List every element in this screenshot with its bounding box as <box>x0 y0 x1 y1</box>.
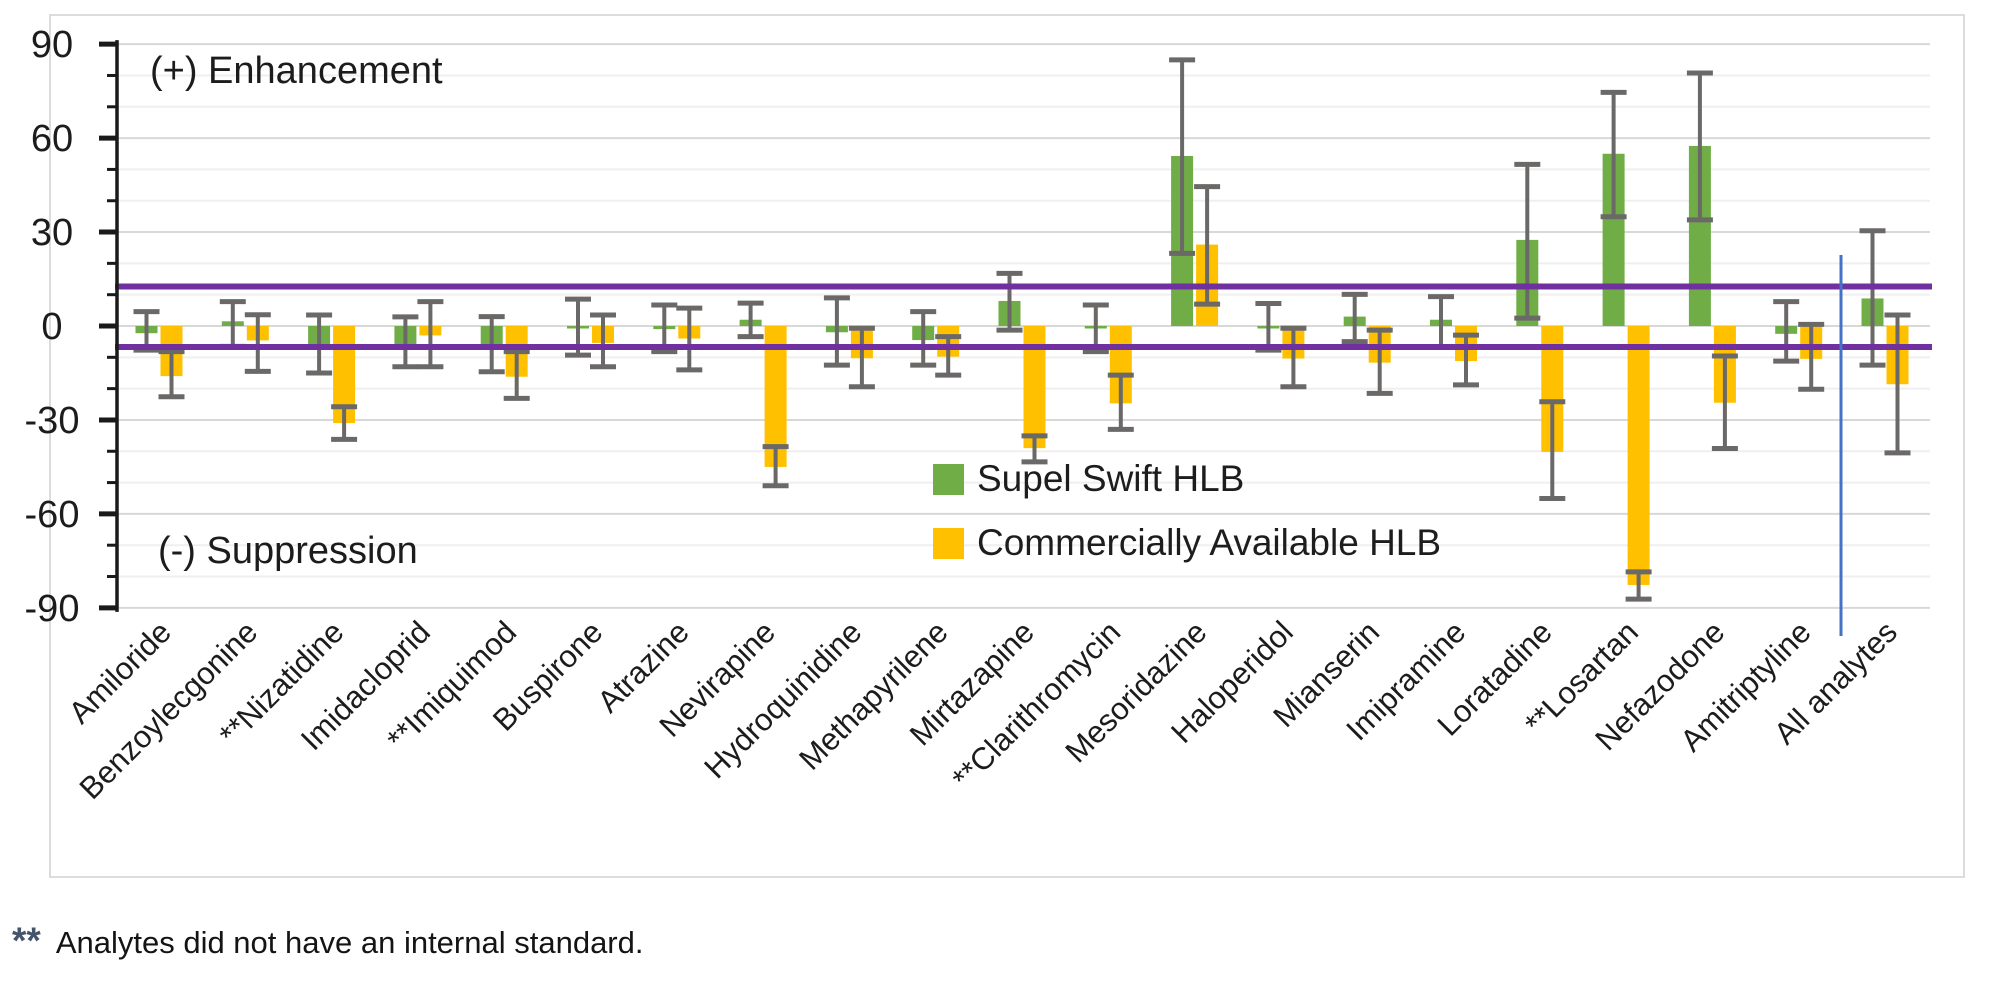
y-tick-label-90: 90 <box>31 24 73 66</box>
y-tick-label--90: -90 <box>25 588 80 630</box>
y-tick-label-0: 0 <box>41 306 62 348</box>
supel-swift-hlb-swatch-icon <box>933 463 964 495</box>
legend-item-commercially-available-hlb: Commercially Available HLB <box>933 520 1441 566</box>
footnote-text: Analytes did not have an internal standa… <box>55 925 644 960</box>
suppression-annotation: (-) Suppression <box>158 530 418 572</box>
bar-commercially-available-hlb-losartan <box>1627 326 1650 585</box>
bar-chart-plot-area: -90-60-300306090AmilorideBenzoylecgonine… <box>25 24 1932 806</box>
y-tick-label--60: -60 <box>25 494 80 536</box>
y-tick-label--30: -30 <box>25 400 80 442</box>
legend-label: Commercially Available HLB <box>977 522 1442 563</box>
bar-commercially-available-hlb-loratadine <box>1541 326 1564 452</box>
bar-supel-swift-hlb-nefazodone <box>1688 145 1711 326</box>
y-tick-label-60: 60 <box>31 118 73 160</box>
x-category-label-methapyrilene: Methapyrilene <box>792 614 954 776</box>
legend-label: Supel Swift HLB <box>977 458 1245 499</box>
chart-legend: Supel Swift HLB Commercially Available H… <box>933 456 1441 584</box>
enhancement-annotation: (+) Enhancement <box>150 50 443 92</box>
legend-item-supel-swift-hlb: Supel Swift HLB <box>933 456 1441 502</box>
y-tick-label-30: 30 <box>31 212 73 254</box>
commercially-available-hlb-swatch-icon <box>933 527 964 559</box>
bar-commercially-available-hlb-nevirapine <box>764 326 787 467</box>
footnote: ** Analytes did not have an internal sta… <box>12 920 643 962</box>
bar-commercially-available-hlb-nizatidine <box>333 326 356 424</box>
footnote-asterisks-marker: ** <box>12 920 41 961</box>
bar-supel-swift-hlb-losartan <box>1602 153 1625 326</box>
x-category-label-hydroquinidine: Hydroquinidine <box>697 614 868 785</box>
bar-commercially-available-hlb-mirtazapine <box>1023 326 1046 449</box>
